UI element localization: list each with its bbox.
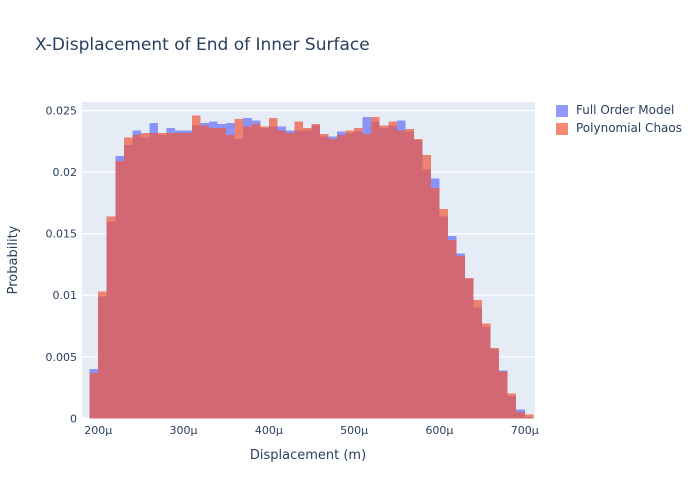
bar-polynomial-chaos (174, 132, 184, 419)
bar-polynomial-chaos (277, 130, 286, 419)
bar-polynomial-chaos (379, 125, 389, 419)
bar-polynomial-chaos (405, 129, 414, 419)
legend-label-polynomial-chaos: Polynomial Chaos (576, 121, 682, 135)
bar-polynomial-chaos (209, 127, 218, 419)
histogram-bars (89, 115, 534, 419)
bar-polynomial-chaos (149, 132, 158, 419)
y-tick-label: 0 (70, 412, 77, 425)
bar-polynomial-chaos (337, 135, 346, 419)
bar-polynomial-chaos (98, 291, 107, 419)
bar-polynomial-chaos (106, 216, 116, 419)
bar-polynomial-chaos (413, 138, 423, 419)
bar-polynomial-chaos (89, 372, 99, 419)
x-tick-label: 700µ (511, 424, 539, 437)
bar-polynomial-chaos (482, 323, 491, 419)
bar-polynomial-chaos (268, 117, 278, 419)
bar-polynomial-chaos (157, 132, 167, 419)
legend-item-polynomial-chaos[interactable]: Polynomial Chaos (556, 122, 682, 135)
bar-polynomial-chaos (371, 116, 380, 419)
bar-polynomial-chaos (507, 393, 517, 419)
legend-swatch-polynomial-chaos (556, 122, 568, 135)
y-tick-label: 0.025 (46, 105, 78, 118)
bar-polynomial-chaos (123, 137, 133, 419)
axis-tick-labels: 0 0.005 0.01 0.015 0.02 0.025 200µ 300µ 400µ 500µ… (46, 105, 539, 437)
bar-polynomial-chaos (166, 132, 175, 419)
bar-polynomial-chaos (140, 132, 150, 419)
bar-polynomial-chaos (115, 161, 124, 419)
chart-title: X-Displacement of End of Inner Surface (35, 35, 370, 55)
bar-polynomial-chaos (524, 414, 534, 419)
bar-polynomial-chaos (234, 119, 244, 419)
bar-polynomial-chaos (132, 135, 141, 419)
bar-polynomial-chaos (302, 127, 312, 419)
bar-polynomial-chaos (311, 124, 321, 419)
bar-polynomial-chaos (396, 130, 406, 419)
bar-polynomial-chaos (439, 209, 448, 419)
legend-label-full-order-model: Full Order Model (576, 103, 675, 117)
bar-polynomial-chaos (200, 125, 210, 419)
y-tick-label: 0.02 (53, 166, 78, 179)
bar-polynomial-chaos (473, 300, 483, 419)
y-tick-label: 0.005 (46, 351, 78, 364)
bar-polynomial-chaos (328, 138, 338, 419)
bar-polynomial-chaos (490, 348, 500, 419)
bar-polynomial-chaos (183, 132, 193, 419)
x-tick-label: 400µ (255, 424, 283, 437)
bar-polynomial-chaos (260, 126, 269, 419)
bar-polynomial-chaos (243, 126, 252, 419)
bar-polynomial-chaos (422, 154, 431, 419)
x-tick-label: 300µ (170, 424, 198, 437)
bar-polynomial-chaos (499, 371, 508, 419)
y-axis-title: Probability (6, 225, 21, 294)
bar-polynomial-chaos (447, 239, 457, 419)
bar-polynomial-chaos (516, 412, 525, 419)
legend-item-full-order-model[interactable]: Full Order Model (556, 104, 682, 117)
y-tick-label: 0.015 (46, 228, 78, 241)
bar-polynomial-chaos (285, 132, 295, 419)
x-axis-title: Displacement (m) (250, 448, 366, 463)
bar-polynomial-chaos (465, 277, 474, 419)
x-tick-label: 200µ (84, 424, 112, 437)
bar-polynomial-chaos (362, 133, 372, 419)
legend: Full Order Model Polynomial Chaos (556, 104, 682, 135)
bar-polynomial-chaos (388, 121, 397, 419)
bar-polynomial-chaos (320, 133, 329, 419)
bar-polynomial-chaos (345, 130, 355, 419)
x-tick-label: 500µ (340, 424, 368, 437)
x-tick-label: 600µ (425, 424, 453, 437)
bar-polynomial-chaos (217, 127, 227, 419)
bar-polynomial-chaos (456, 255, 466, 419)
legend-swatch-full-order-model (556, 104, 568, 117)
bar-polynomial-chaos (294, 121, 303, 419)
bar-polynomial-chaos (430, 188, 440, 419)
bar-polynomial-chaos (192, 115, 201, 419)
bar-polynomial-chaos (251, 124, 261, 419)
bar-polynomial-chaos (226, 135, 235, 419)
bar-polynomial-chaos (354, 127, 363, 419)
y-tick-label: 0.01 (53, 289, 78, 302)
